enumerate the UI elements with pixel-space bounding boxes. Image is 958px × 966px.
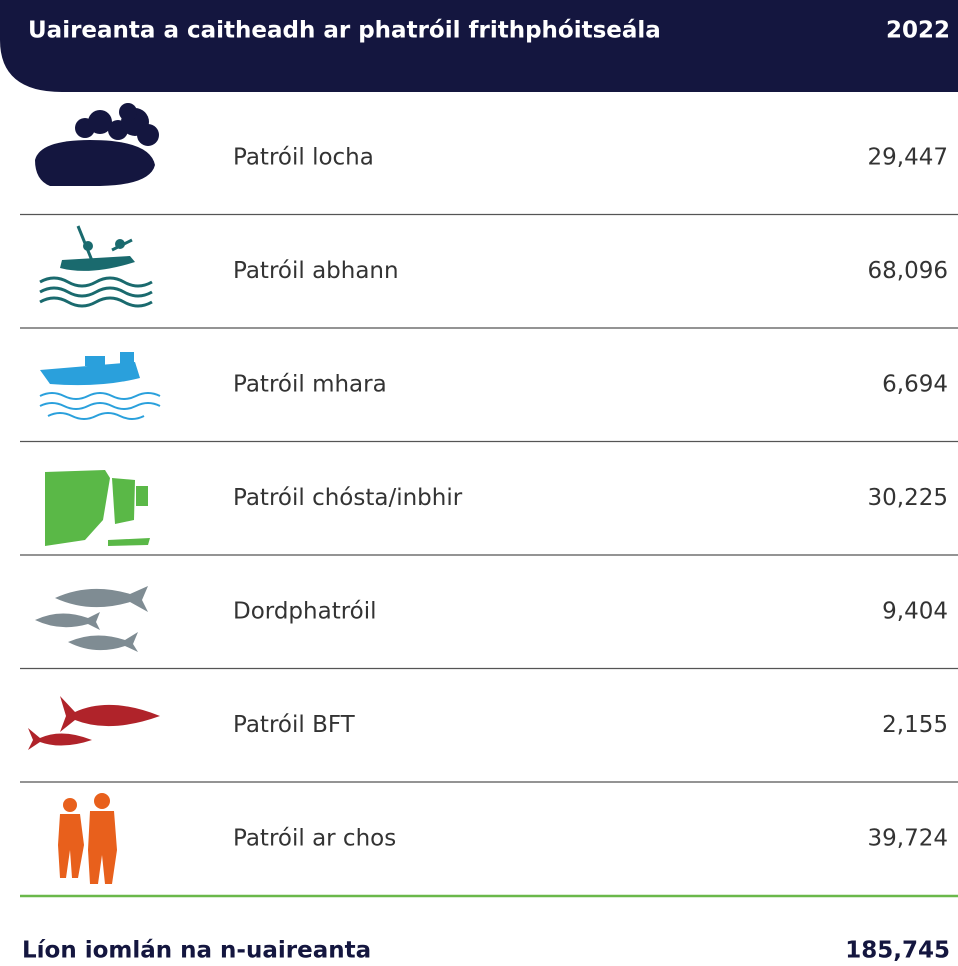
row-label: Patróil BFT: [233, 712, 356, 738]
row-value: 29,447: [868, 144, 948, 170]
icon-walkers: [58, 793, 117, 884]
icon-tuna: [28, 696, 160, 750]
row-label: Patróil mhara: [233, 371, 387, 397]
icon-lake: [35, 103, 159, 186]
header-year: 2022: [886, 18, 950, 44]
total-label: Líon iomlán na n-uaireanta: [22, 938, 371, 964]
row-value: 6,694: [882, 371, 948, 397]
icon-sea: [39, 352, 161, 420]
row-value: 2,155: [882, 712, 948, 738]
row-label: Patróil abhann: [233, 258, 399, 284]
icon-fish: [35, 586, 148, 652]
header-title: Uaireanta a caitheadh ar phatróil frithp…: [28, 18, 661, 44]
icon-coast: [45, 470, 150, 546]
row-value: 39,724: [868, 825, 948, 851]
row-label: Patróil ar chos: [233, 825, 396, 851]
row-label: Dordphatróil: [233, 598, 377, 624]
row-label: Patróil chósta/inbhir: [233, 485, 463, 511]
table-rows: Patróil locha 29,447 Patróil abhann 68,096 P…: [20, 144, 958, 851]
total-value: 185,745: [845, 938, 950, 964]
row-value: 9,404: [882, 598, 948, 624]
row-value: 30,225: [868, 485, 948, 511]
row-label: Patróil locha: [233, 144, 374, 170]
header-band: [0, 0, 958, 92]
icon-river: [39, 225, 153, 308]
row-value: 68,096: [868, 258, 948, 284]
